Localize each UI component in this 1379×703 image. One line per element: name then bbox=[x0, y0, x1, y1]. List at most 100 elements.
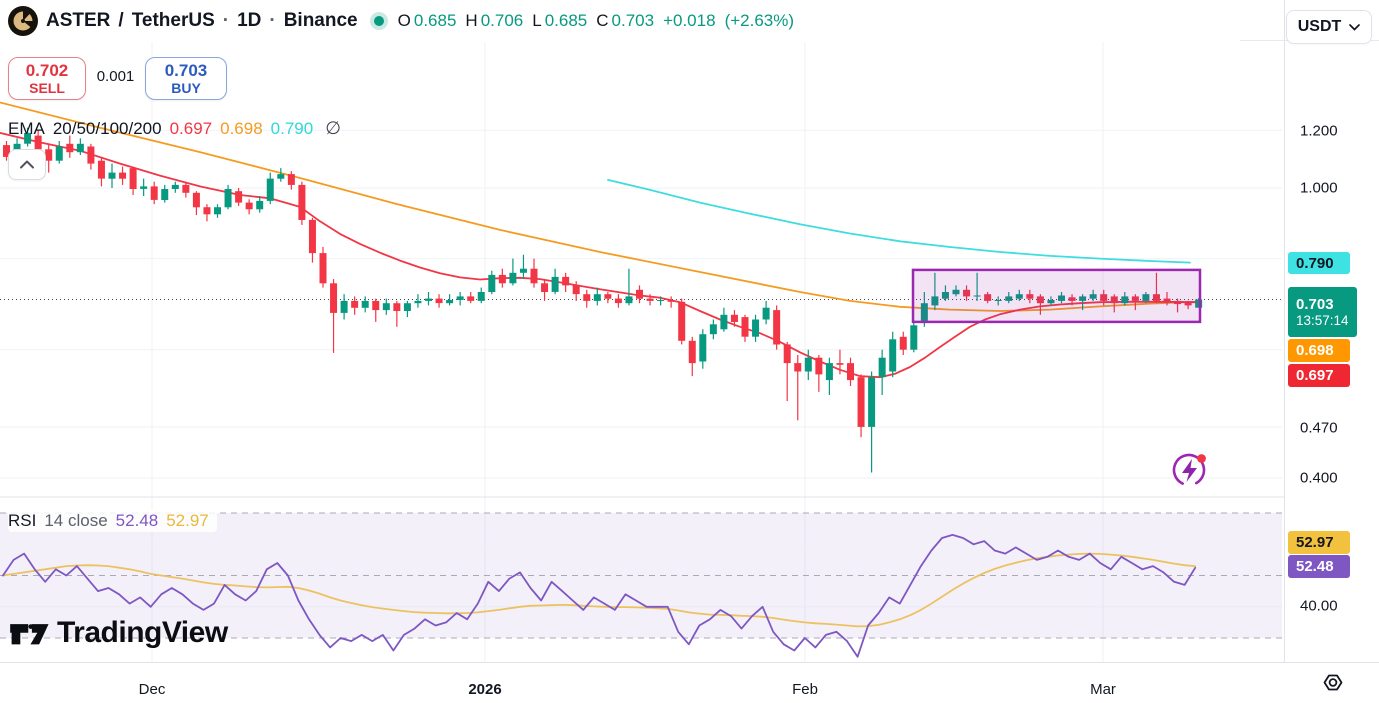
rsi-ma-badge: 52.97 bbox=[1288, 531, 1350, 554]
candle-body bbox=[1058, 295, 1065, 301]
candle-body bbox=[899, 336, 907, 350]
ema-indicator-legend[interactable]: EMA 20/50/100/200 0.697 0.698 0.790 ∅ bbox=[8, 118, 341, 139]
candle-body bbox=[562, 276, 570, 286]
candle-body bbox=[815, 357, 823, 375]
candle-body bbox=[984, 294, 992, 301]
time-axis-label: Dec bbox=[138, 681, 166, 698]
range-box-drawing bbox=[911, 268, 1202, 324]
chart-header: ASTER / TetherUS · 1D · Binance O 0.685 … bbox=[0, 0, 1284, 42]
price-axis[interactable]: 1.200 1.000 0.470 0.400 40.00 0.790 0.703 13:57… bbox=[1284, 0, 1379, 662]
candle-body bbox=[1015, 294, 1023, 299]
sell-button[interactable]: 0.702 SELL bbox=[8, 57, 86, 100]
close-key: C bbox=[596, 11, 609, 30]
candle-body bbox=[224, 189, 232, 208]
candle-body bbox=[825, 363, 833, 381]
time-axis-label: Mar bbox=[1090, 681, 1116, 698]
high-key: H bbox=[465, 11, 478, 30]
candle-body bbox=[762, 307, 770, 320]
chart-canvas[interactable] bbox=[0, 0, 1284, 662]
tradingview-mark-icon bbox=[10, 623, 49, 644]
candle-body bbox=[1174, 300, 1182, 305]
candle-body bbox=[604, 294, 612, 299]
candle-body bbox=[76, 143, 84, 153]
candle-body bbox=[741, 317, 749, 337]
candle-body bbox=[857, 377, 865, 427]
currency-selector-button[interactable]: USDT bbox=[1286, 10, 1372, 44]
candle-body bbox=[393, 303, 401, 311]
change-value: +0.018 bbox=[663, 11, 716, 30]
sell-price: 0.702 bbox=[25, 60, 69, 80]
rsi-ma-value: 52.97 bbox=[166, 511, 209, 530]
candle-body bbox=[192, 192, 200, 208]
chevron-up-icon bbox=[20, 160, 34, 169]
rsi-ma-line bbox=[2, 552, 1197, 628]
candle-body bbox=[583, 294, 591, 301]
change-percent: (+2.63%) bbox=[724, 11, 795, 30]
ema100-value: 0.790 bbox=[270, 118, 314, 138]
candle-body bbox=[730, 314, 738, 322]
ema-params: 20/50/100/200 bbox=[52, 118, 162, 138]
candle-body bbox=[319, 253, 327, 284]
tradingview-logo[interactable]: TradingView bbox=[8, 616, 228, 650]
pane-collapse-button[interactable] bbox=[8, 149, 46, 180]
sell-label: SELL bbox=[29, 80, 65, 97]
price-axis-label: 0.470 bbox=[1300, 419, 1338, 437]
currency-label: USDT bbox=[1297, 18, 1342, 35]
chevron-down-icon bbox=[1349, 23, 1361, 31]
interval-label[interactable]: 1D bbox=[237, 10, 262, 31]
rsi-badge: 52.48 bbox=[1288, 555, 1350, 578]
candle-body bbox=[129, 168, 137, 189]
candle-body bbox=[667, 300, 675, 302]
candle-body bbox=[625, 296, 633, 304]
open-value: 0.685 bbox=[413, 11, 457, 30]
buy-button[interactable]: 0.703 BUY bbox=[145, 57, 227, 100]
candle-body bbox=[119, 172, 127, 179]
candle-body bbox=[1089, 294, 1097, 299]
candle-body bbox=[794, 363, 802, 372]
candle-body bbox=[340, 300, 348, 313]
hide-drawings-eye-icon[interactable] bbox=[1320, 671, 1346, 699]
candle-body bbox=[878, 357, 886, 378]
rsi-params: 14 close bbox=[44, 511, 108, 530]
candle-body bbox=[66, 143, 74, 153]
time-axis-label: Feb bbox=[792, 681, 818, 698]
candle-body bbox=[435, 298, 443, 304]
flash-promo-icon[interactable] bbox=[1170, 449, 1210, 494]
last-price-badge: 0.703 13:57:14 bbox=[1288, 287, 1357, 337]
time-axis[interactable]: Dec 2026 Feb Mar bbox=[0, 662, 1379, 703]
candle-body bbox=[963, 289, 971, 297]
candle-body bbox=[403, 303, 411, 311]
tradingview-logo-text: TradingView bbox=[57, 616, 228, 649]
price-axis-label: 1.200 bbox=[1300, 122, 1338, 140]
ema200-empty-value: ∅ bbox=[325, 118, 341, 138]
rsi-indicator-legend[interactable]: RSI 14 close 52.48 52.97 bbox=[8, 510, 217, 532]
ema-name: EMA bbox=[8, 118, 45, 138]
ohlc-values: O 0.685 H 0.706 L 0.685 C 0.703 +0.018 (… bbox=[398, 11, 794, 31]
candle-body bbox=[308, 219, 316, 254]
candle-body bbox=[361, 300, 369, 308]
spread-value: 0.001 bbox=[88, 68, 143, 85]
close-value: 0.703 bbox=[611, 11, 655, 30]
ema50-value: 0.698 bbox=[220, 118, 263, 138]
candle-body bbox=[1163, 298, 1171, 302]
candle-body bbox=[1047, 300, 1055, 304]
candle-body bbox=[889, 339, 897, 372]
candle-body bbox=[847, 363, 854, 381]
header-sep2: · bbox=[269, 10, 276, 31]
candles-group bbox=[3, 127, 1203, 473]
candle-body bbox=[235, 191, 243, 203]
candle-body bbox=[108, 172, 116, 179]
candle-body bbox=[614, 298, 622, 304]
exchange-label: Binance bbox=[283, 10, 358, 31]
rsi-name: RSI bbox=[8, 511, 37, 530]
candle-body bbox=[1068, 297, 1076, 301]
candle-body bbox=[55, 146, 63, 161]
candle-body bbox=[87, 146, 95, 164]
candle-body bbox=[657, 300, 665, 301]
candle-body bbox=[140, 186, 148, 189]
symbol-title[interactable]: ASTER / TetherUS · 1D · Binance bbox=[8, 6, 358, 36]
candle-body bbox=[1005, 296, 1013, 301]
price-axis-label: 1.000 bbox=[1300, 179, 1338, 197]
candle-body bbox=[1121, 296, 1129, 304]
